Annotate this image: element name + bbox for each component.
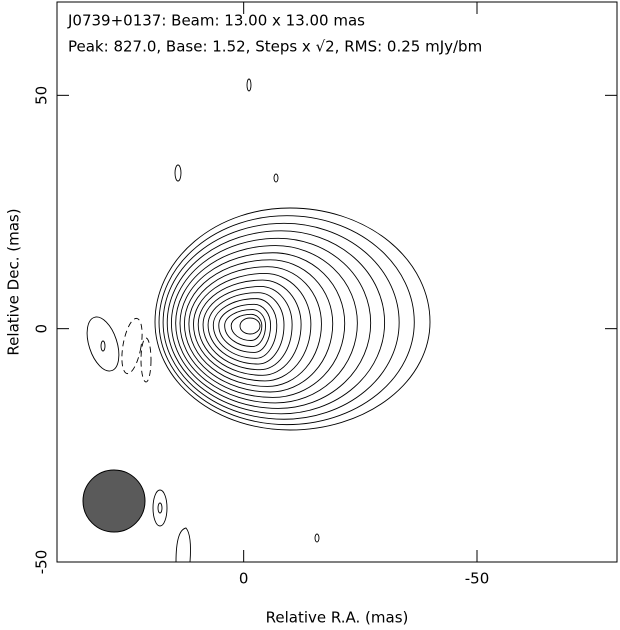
plot-frame: [56, 1, 618, 563]
contour: [100, 340, 106, 352]
contour: [218, 303, 272, 353]
contour: [197, 279, 302, 376]
negative-contour: [121, 317, 143, 375]
contour: [314, 533, 320, 543]
contour: [170, 237, 372, 409]
x-tick-label: -50: [465, 570, 490, 588]
title-line: Peak: 827.0, Base: 1.52, Steps x √2, RMS…: [68, 38, 482, 56]
contour: [86, 316, 120, 372]
y-tick-label: -50: [33, 550, 51, 575]
x-axis-title: Relative R.A. (mas): [266, 609, 409, 627]
contour: [179, 252, 346, 398]
y-tick-label: 0: [33, 324, 51, 334]
contour: [224, 309, 266, 348]
contour: [158, 215, 415, 426]
stray-contours: [86, 78, 320, 563]
contour: [183, 259, 334, 393]
contour: [174, 164, 182, 182]
x-tick-label: 0: [239, 570, 249, 588]
contours: [154, 207, 431, 431]
contour: [162, 222, 400, 420]
contour: [152, 489, 168, 527]
contour: [175, 527, 191, 563]
title-line: J0739+0137: Beam: 13.00 x 13.00 mas: [67, 12, 365, 30]
contour: [175, 245, 358, 404]
contour: [154, 207, 431, 431]
contour: [239, 317, 261, 335]
contour: [157, 502, 163, 514]
contour: [207, 292, 285, 365]
contour: [188, 266, 322, 387]
contour: [166, 230, 386, 415]
contour: [246, 78, 252, 92]
contour: [193, 273, 312, 382]
beam: [82, 469, 146, 533]
contour: [202, 286, 293, 371]
contour: [230, 313, 263, 341]
y-axis-title: Relative Dec. (mas): [5, 208, 23, 355]
contour: [212, 298, 278, 359]
y-tick-label: 50: [33, 86, 51, 105]
contour: [273, 173, 279, 183]
negative-contour: [140, 337, 152, 383]
